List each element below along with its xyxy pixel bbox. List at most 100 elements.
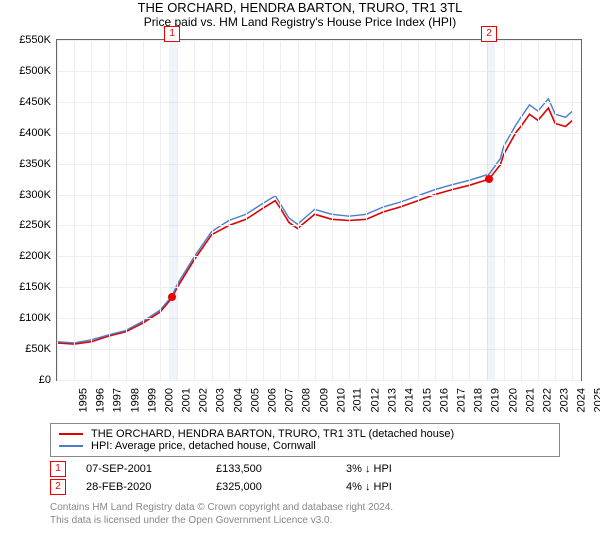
x-axis-label: 2018 — [473, 388, 485, 412]
shade-band — [169, 40, 178, 380]
sale-row-marker: 1 — [50, 461, 66, 477]
gridline-h — [57, 349, 581, 350]
x-axis-label: 1996 — [95, 388, 107, 412]
x-axis-label: 2020 — [507, 388, 519, 412]
plot-area: £0£50K£100K£150K£200K£250K£300K£350K£400… — [56, 39, 582, 381]
gridline-v — [521, 40, 522, 380]
gridline-v — [212, 40, 213, 380]
gridline-v — [298, 40, 299, 380]
gridline-v — [452, 40, 453, 380]
gridline-h — [57, 318, 581, 319]
gridline-h — [57, 133, 581, 134]
x-axis-label: 2023 — [559, 388, 571, 412]
x-axis-label: 2005 — [249, 388, 261, 412]
gridline-v — [246, 40, 247, 380]
legend-row: HPI: Average price, detached house, Corn… — [59, 440, 551, 452]
gridline-v — [469, 40, 470, 380]
legend-swatch — [59, 445, 83, 447]
x-axis-label: 2004 — [232, 388, 244, 412]
gridline-v — [143, 40, 144, 380]
gridline-h — [57, 256, 581, 257]
sale-dot — [168, 293, 176, 301]
footer-line-2: This data is licensed under the Open Gov… — [50, 514, 600, 527]
gridline-h — [57, 287, 581, 288]
x-axis-label: 2015 — [421, 388, 433, 412]
x-axis-label: 1999 — [146, 388, 158, 412]
sales-table: 1 07-SEP-2001 £133,500 3% ↓ HPI 2 28-FEB-2020… — [0, 461, 600, 495]
gridline-v — [572, 40, 573, 380]
y-axis-label: £100K — [9, 312, 51, 324]
x-axis-label: 2024 — [576, 388, 588, 412]
x-axis-label: 2008 — [301, 388, 313, 412]
x-axis-label: 1998 — [129, 388, 141, 412]
gridline-v — [349, 40, 350, 380]
sale-date: 07-SEP-2001 — [86, 463, 196, 475]
gridline-h — [57, 164, 581, 165]
shade-band — [487, 40, 496, 380]
y-axis-label: £0 — [9, 374, 51, 386]
gridline-h — [57, 380, 581, 381]
legend-row: THE ORCHARD, HENDRA BARTON, TRURO, TR1 3… — [59, 428, 551, 440]
x-axis-label: 2014 — [404, 388, 416, 412]
sale-price: £133,500 — [216, 463, 326, 475]
x-axis-label: 2016 — [438, 388, 450, 412]
legend-label: HPI: Average price, detached house, Corn… — [91, 440, 316, 452]
x-axis-label: 2021 — [524, 388, 536, 412]
gridline-v — [504, 40, 505, 380]
sale-dot — [485, 175, 493, 183]
x-axis-label: 1995 — [77, 388, 89, 412]
line-chart-svg — [57, 40, 581, 380]
gridline-h — [57, 40, 581, 41]
x-axis-label: 2007 — [284, 388, 296, 412]
x-axis-label: 2002 — [198, 388, 210, 412]
gridline-v — [229, 40, 230, 380]
y-axis-label: £300K — [9, 189, 51, 201]
sale-row: 228-FEB-2020£325,0004% ↓ HPI — [50, 479, 600, 495]
gridline-h — [57, 71, 581, 72]
y-axis-label: £500K — [9, 65, 51, 77]
y-axis-label: £350K — [9, 158, 51, 170]
sale-price: £325,000 — [216, 481, 326, 493]
gridline-v — [280, 40, 281, 380]
y-axis-label: £400K — [9, 127, 51, 139]
gridline-v — [74, 40, 75, 380]
gridline-v — [383, 40, 384, 380]
y-axis-label: £550K — [9, 34, 51, 46]
sale-date: 28-FEB-2020 — [86, 481, 196, 493]
gridline-v — [435, 40, 436, 380]
gridline-v — [126, 40, 127, 380]
y-axis-label: £50K — [9, 343, 51, 355]
y-axis-label: £150K — [9, 281, 51, 293]
x-axis-label: 1997 — [112, 388, 124, 412]
x-axis-label: 2019 — [490, 388, 502, 412]
gridline-v — [366, 40, 367, 380]
gridline-v — [91, 40, 92, 380]
sale-marker: 1 — [164, 26, 180, 42]
y-axis-label: £200K — [9, 250, 51, 262]
legend-label: THE ORCHARD, HENDRA BARTON, TRURO, TR1 3… — [91, 428, 454, 440]
x-axis-label: 2001 — [181, 388, 193, 412]
sale-row: 1 07-SEP-2001 £133,500 3% ↓ HPI — [50, 461, 600, 477]
x-axis-label: 2025 — [593, 388, 600, 412]
chart-title: THE ORCHARD, HENDRA BARTON, TRURO, TR1 3… — [0, 0, 600, 15]
chart-container: £0£50K£100K£150K£200K£250K£300K£350K£400… — [10, 29, 590, 419]
sale-row-marker: 2 — [50, 479, 66, 495]
gridline-v — [538, 40, 539, 380]
gridline-h — [57, 225, 581, 226]
gridline-v — [160, 40, 161, 380]
x-axis-label: 2010 — [335, 388, 347, 412]
sale-diff: 3% ↓ HPI — [346, 463, 392, 475]
gridline-v — [401, 40, 402, 380]
gridline-v — [57, 40, 58, 380]
gridline-v — [315, 40, 316, 380]
x-axis-label: 2013 — [387, 388, 399, 412]
x-axis-label: 2009 — [318, 388, 330, 412]
gridline-v — [418, 40, 419, 380]
legend: THE ORCHARD, HENDRA BARTON, TRURO, TR1 3… — [50, 423, 560, 457]
gridline-h — [57, 102, 581, 103]
x-axis-label: 2017 — [455, 388, 467, 412]
legend-swatch — [59, 433, 83, 435]
x-axis-label: 2006 — [266, 388, 278, 412]
sale-marker: 2 — [481, 26, 497, 42]
x-axis-label: 2000 — [163, 388, 175, 412]
